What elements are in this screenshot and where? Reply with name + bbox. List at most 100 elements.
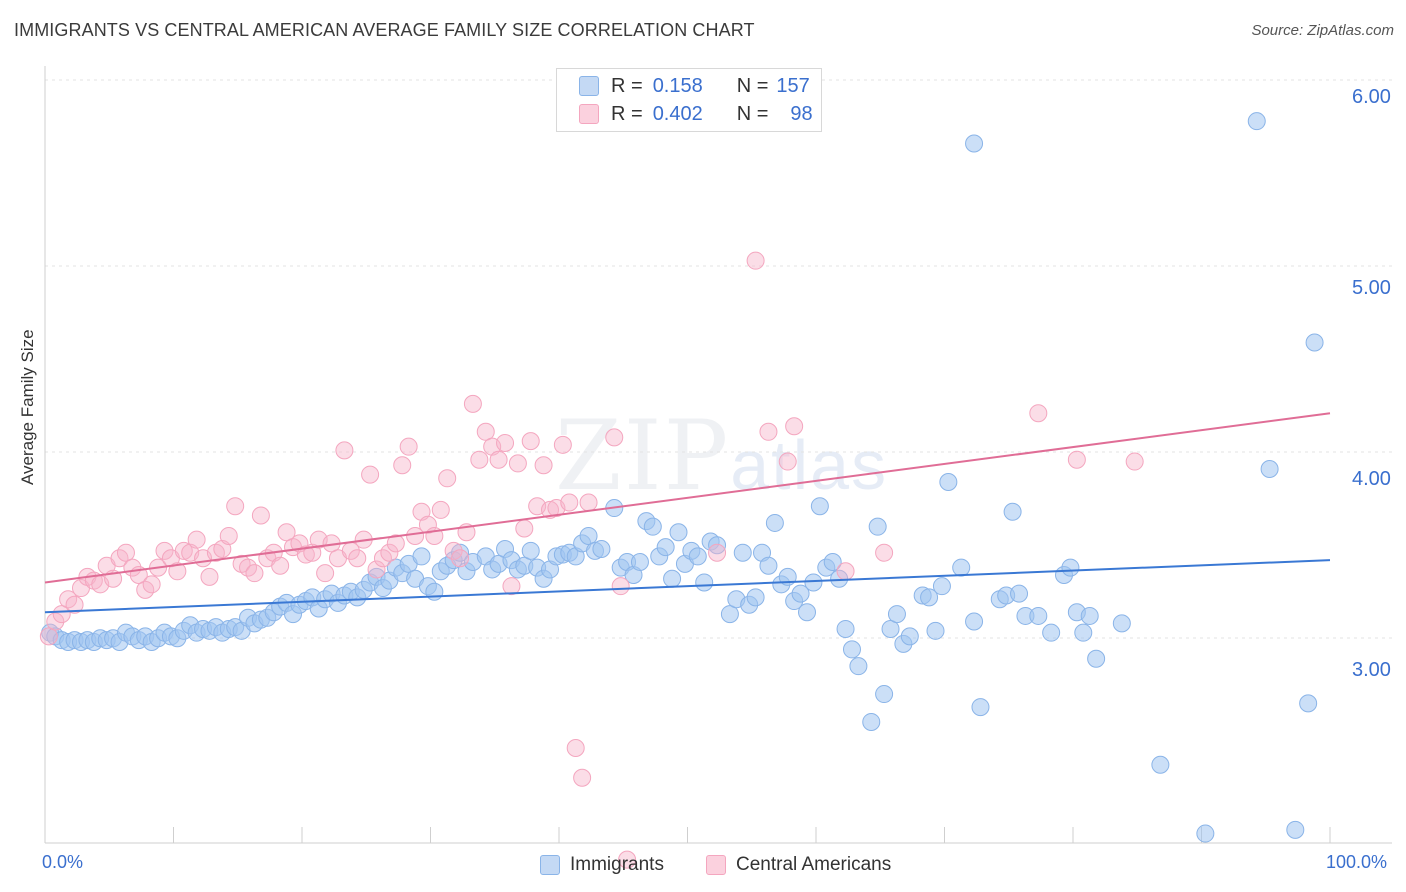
data-point	[1074, 623, 1093, 642]
data-point	[46, 612, 65, 631]
data-point	[618, 850, 637, 869]
legend-row-immigrants: R = 0.158 N = 157	[579, 74, 810, 98]
bottom-legend-swatch-immigrants	[540, 855, 560, 875]
legend-n-value: 98	[790, 102, 813, 125]
bottom-legend-label-central-americans: Central Americans	[736, 854, 892, 875]
legend-n-label: N =	[736, 74, 769, 97]
data-point	[1260, 460, 1279, 478]
data-point	[316, 564, 335, 583]
legend-n-value: 157	[776, 74, 810, 97]
data-point	[116, 543, 135, 562]
data-point	[965, 612, 984, 631]
data-point	[656, 538, 675, 557]
data-point	[451, 549, 470, 568]
data-point	[200, 567, 219, 586]
data-point	[1299, 694, 1318, 713]
data-point	[688, 547, 707, 566]
data-point	[579, 493, 598, 512]
data-point	[920, 588, 939, 607]
data-point	[759, 556, 778, 575]
data-point	[451, 543, 470, 562]
data-point	[226, 497, 245, 516]
bottom-legend-swatch-central-americans	[706, 855, 726, 875]
data-point	[1003, 502, 1022, 521]
data-point	[887, 605, 906, 624]
data-point	[496, 433, 515, 452]
data-point	[605, 428, 624, 447]
data-point	[142, 575, 161, 594]
data-point	[399, 437, 418, 456]
watermark: ZIPatlas	[555, 400, 888, 512]
data-point	[534, 456, 553, 475]
data-point	[862, 712, 881, 731]
data-point	[708, 543, 727, 562]
data-point	[592, 539, 611, 558]
y-tick-label: 3.00	[1352, 659, 1391, 681]
data-point	[168, 562, 187, 581]
data-point	[1029, 404, 1048, 423]
data-point	[926, 621, 945, 640]
data-point	[875, 685, 894, 704]
data-point	[219, 526, 238, 545]
x-tick-min: 0.0%	[42, 852, 84, 872]
legend-r-label: R =	[611, 74, 643, 97]
watermark-zip: ZIP	[555, 400, 731, 512]
data-point	[643, 517, 662, 536]
data-point	[521, 541, 540, 560]
data-point	[1042, 623, 1061, 642]
data-point	[900, 627, 919, 646]
data-point	[380, 543, 399, 562]
legend-r-value: 0.158	[652, 74, 703, 97]
data-point	[939, 473, 958, 492]
data-point	[952, 558, 971, 577]
data-point	[412, 547, 431, 566]
data-point	[367, 560, 386, 579]
data-point	[785, 417, 804, 436]
legend-swatch-central-americans	[579, 104, 599, 124]
data-point	[971, 698, 990, 717]
data-point	[444, 541, 463, 560]
data-point	[881, 619, 900, 638]
legend-row-central-americans: R = 0.402 N = 98	[579, 102, 813, 126]
y-tick-label: 5.00	[1352, 277, 1391, 299]
data-point	[875, 543, 894, 562]
data-point	[823, 553, 842, 571]
data-point	[406, 526, 425, 545]
data-point	[463, 394, 482, 413]
data-point	[842, 640, 861, 659]
bottom-legend-label-immigrants: Immigrants	[570, 854, 664, 875]
data-point	[733, 543, 752, 562]
data-point	[65, 595, 84, 614]
x-tick-max: 100.0%	[1326, 852, 1388, 872]
data-point	[1087, 649, 1106, 668]
data-point	[1067, 450, 1086, 469]
data-point	[932, 577, 951, 596]
data-point	[663, 569, 682, 588]
data-point	[708, 536, 727, 555]
data-point	[1010, 584, 1029, 603]
data-point	[695, 573, 714, 592]
data-point	[425, 582, 444, 601]
chart-title: IMMIGRANTS VS CENTRAL AMERICAN AVERAGE F…	[14, 20, 755, 40]
data-point	[174, 541, 193, 560]
correlation-legend: R = 0.158 N = 157 R = 0.402 N = 98	[556, 68, 822, 132]
data-point	[849, 657, 868, 676]
data-point	[1196, 824, 1215, 843]
data-point	[746, 251, 765, 270]
data-point	[579, 526, 598, 545]
data-point	[418, 515, 437, 534]
data-point	[553, 435, 572, 454]
data-point	[335, 441, 354, 460]
data-point	[412, 502, 431, 521]
bottom-legend-central-americans: Central Americans	[706, 852, 891, 878]
legend-swatch-immigrants	[579, 76, 599, 96]
legend-r-label: R =	[611, 102, 643, 125]
data-point	[361, 465, 380, 484]
bottom-legend-immigrants: Immigrants	[540, 852, 664, 878]
data-point	[1151, 755, 1170, 774]
data-point	[791, 584, 810, 603]
data-point	[348, 549, 367, 568]
data-point	[431, 500, 450, 519]
data-point	[296, 545, 315, 564]
